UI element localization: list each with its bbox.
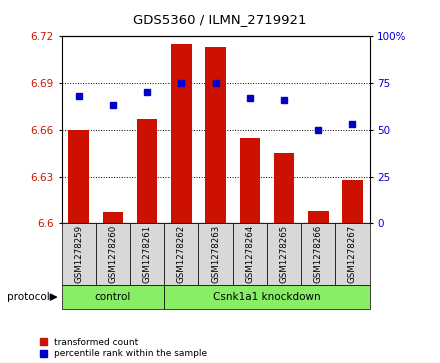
- Bar: [308, 211, 329, 223]
- Text: GSM1278266: GSM1278266: [314, 225, 323, 283]
- Legend: transformed count, percentile rank within the sample: transformed count, percentile rank withi…: [40, 338, 207, 359]
- Bar: [164, 285, 370, 309]
- Text: control: control: [95, 292, 131, 302]
- Bar: [274, 153, 294, 223]
- Bar: [198, 223, 233, 285]
- Bar: [164, 223, 198, 285]
- Bar: [62, 285, 164, 309]
- Text: GSM1278267: GSM1278267: [348, 225, 357, 283]
- Bar: [239, 138, 260, 223]
- Text: GSM1278264: GSM1278264: [246, 225, 254, 283]
- Text: GSM1278263: GSM1278263: [211, 225, 220, 283]
- Text: GSM1278259: GSM1278259: [74, 225, 83, 283]
- Text: protocol: protocol: [7, 292, 49, 302]
- Text: GSM1278262: GSM1278262: [177, 225, 186, 283]
- Text: GSM1278260: GSM1278260: [108, 225, 117, 283]
- Bar: [137, 119, 158, 223]
- Text: GDS5360 / ILMN_2719921: GDS5360 / ILMN_2719921: [133, 13, 307, 26]
- Bar: [69, 130, 89, 223]
- Bar: [171, 44, 192, 223]
- Bar: [130, 223, 164, 285]
- Bar: [301, 223, 335, 285]
- Text: GSM1278265: GSM1278265: [279, 225, 289, 283]
- Bar: [342, 180, 363, 223]
- Text: Csnk1a1 knockdown: Csnk1a1 knockdown: [213, 292, 321, 302]
- Bar: [267, 223, 301, 285]
- Bar: [96, 223, 130, 285]
- Bar: [103, 212, 123, 223]
- Bar: [335, 223, 370, 285]
- Bar: [233, 223, 267, 285]
- Bar: [205, 47, 226, 223]
- Bar: [62, 223, 96, 285]
- Text: GSM1278261: GSM1278261: [143, 225, 152, 283]
